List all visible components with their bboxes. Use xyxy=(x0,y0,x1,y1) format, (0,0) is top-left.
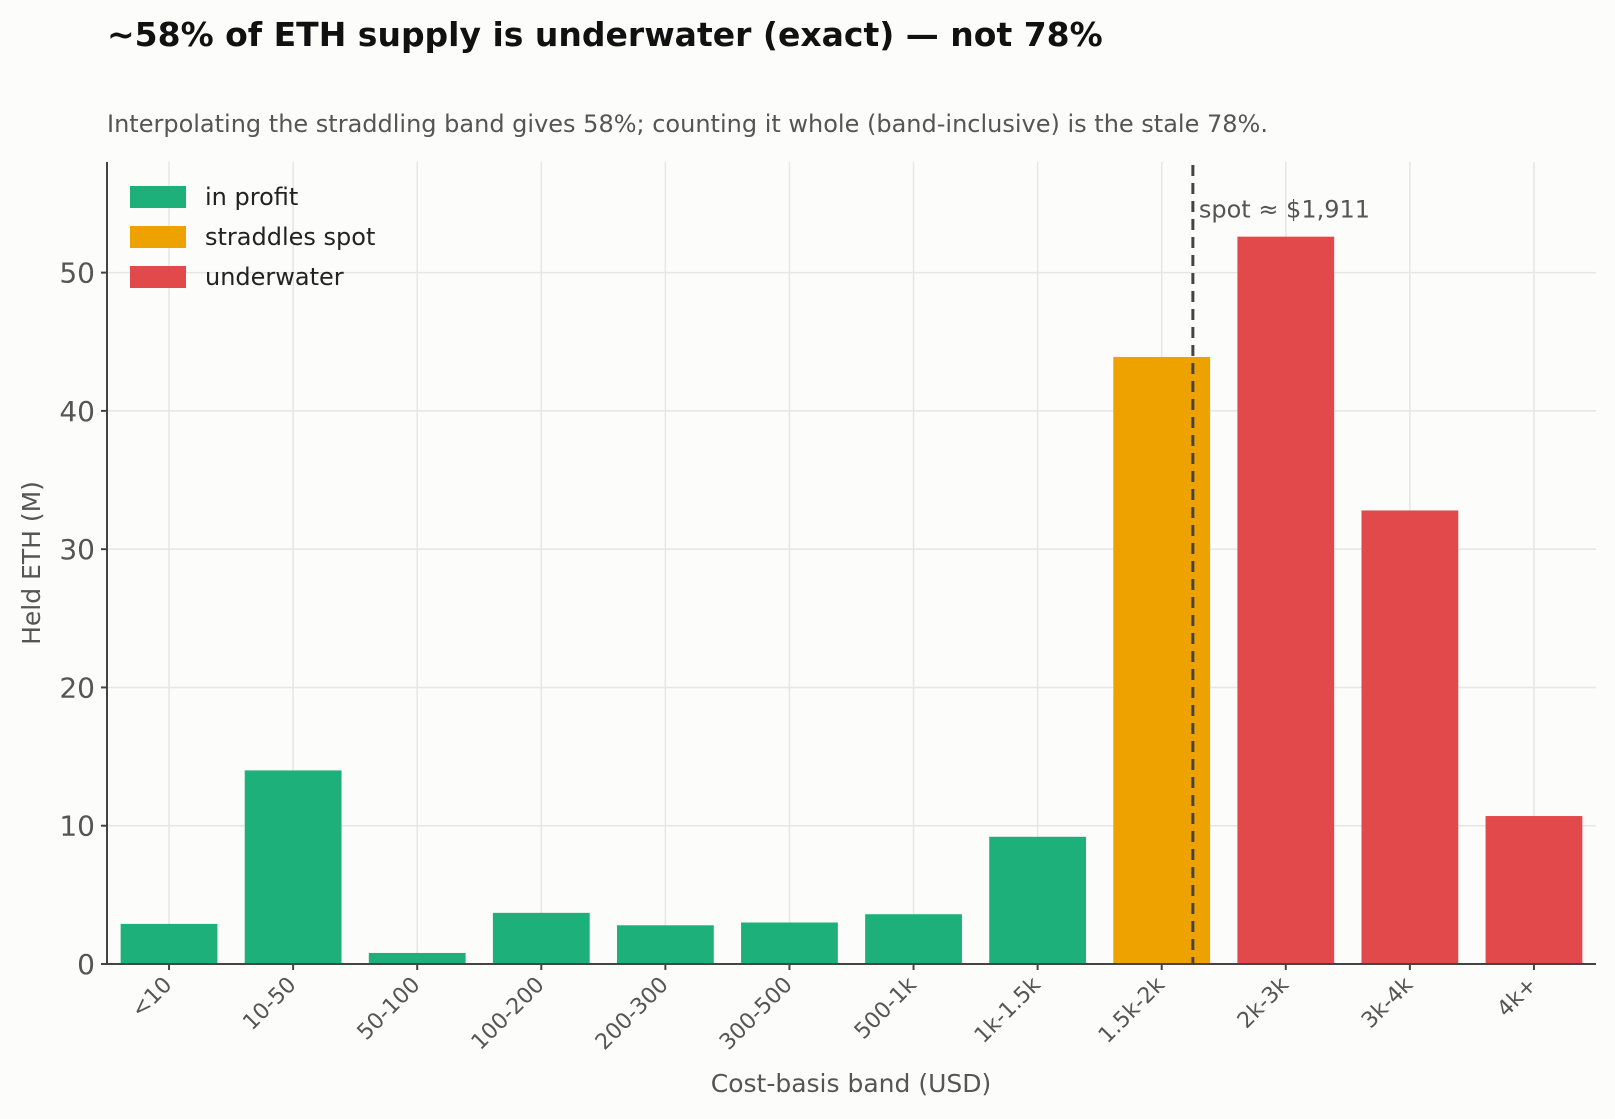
bar-underwater xyxy=(1361,510,1459,964)
bar-profit xyxy=(989,836,1087,964)
bar-underwater xyxy=(1237,236,1335,965)
x-axis-label: Cost-basis band (USD) xyxy=(711,1069,992,1098)
bars xyxy=(120,236,1583,965)
bar-profit xyxy=(368,952,466,964)
chart-subtitle: Interpolating the straddling band gives … xyxy=(107,110,1268,138)
x-tick-label: 10-50 xyxy=(238,973,301,1036)
x-tick-label: 1k-1.5k xyxy=(970,972,1046,1048)
chart-title: ~58% of ETH supply is underwater (exact)… xyxy=(107,15,1103,54)
legend-label-underwater: underwater xyxy=(205,263,344,291)
x-tick-label: 50-100 xyxy=(353,973,426,1046)
bar-profit xyxy=(616,925,714,964)
legend-swatch-profit xyxy=(130,186,186,208)
bar-profit xyxy=(865,914,962,964)
bar-profit xyxy=(244,770,342,964)
y-tick-label: 30 xyxy=(59,533,95,566)
y-tick-label: 50 xyxy=(59,257,95,290)
bar-straddle xyxy=(1113,356,1211,964)
y-axis-ticks: 0 10 20 30 40 50 xyxy=(59,257,107,981)
x-tick-label: 100-200 xyxy=(467,973,550,1056)
bar-profit xyxy=(492,912,590,964)
y-tick-label: 0 xyxy=(77,948,95,981)
x-tick-label: 300-500 xyxy=(715,973,798,1056)
legend: in profit straddles spot underwater xyxy=(130,183,375,291)
x-tick-label: <10 xyxy=(127,973,178,1024)
legend-swatch-underwater xyxy=(130,266,186,288)
x-tick-label: 1.5k-2k xyxy=(1094,972,1170,1048)
y-tick-label: 10 xyxy=(59,810,95,843)
x-tick-label: 4k+ xyxy=(1493,973,1543,1023)
y-tick-label: 40 xyxy=(59,395,95,428)
y-axis-label: Held ETH (M) xyxy=(17,481,46,645)
grid xyxy=(107,162,1596,965)
legend-swatch-straddle xyxy=(130,226,186,248)
bar-profit xyxy=(741,922,838,964)
x-tick-label: 200-300 xyxy=(591,973,674,1056)
bar-underwater xyxy=(1485,816,1583,964)
x-tick-label: 500-1k xyxy=(850,972,922,1044)
x-tick-label: 2k-3k xyxy=(1233,972,1294,1033)
x-tick-label: 3k-4k xyxy=(1357,972,1418,1033)
bar-profit xyxy=(120,923,218,964)
legend-label-profit: in profit xyxy=(205,183,298,211)
y-tick-label: 20 xyxy=(59,671,95,704)
legend-label-straddle: straddles spot xyxy=(205,223,375,251)
spot-price-annotation: spot ≈ $1,911 xyxy=(1199,195,1370,223)
x-axis-ticks: <10 10-50 50-100 100-200 200-300 300-500 500-1… xyxy=(127,964,1542,1055)
